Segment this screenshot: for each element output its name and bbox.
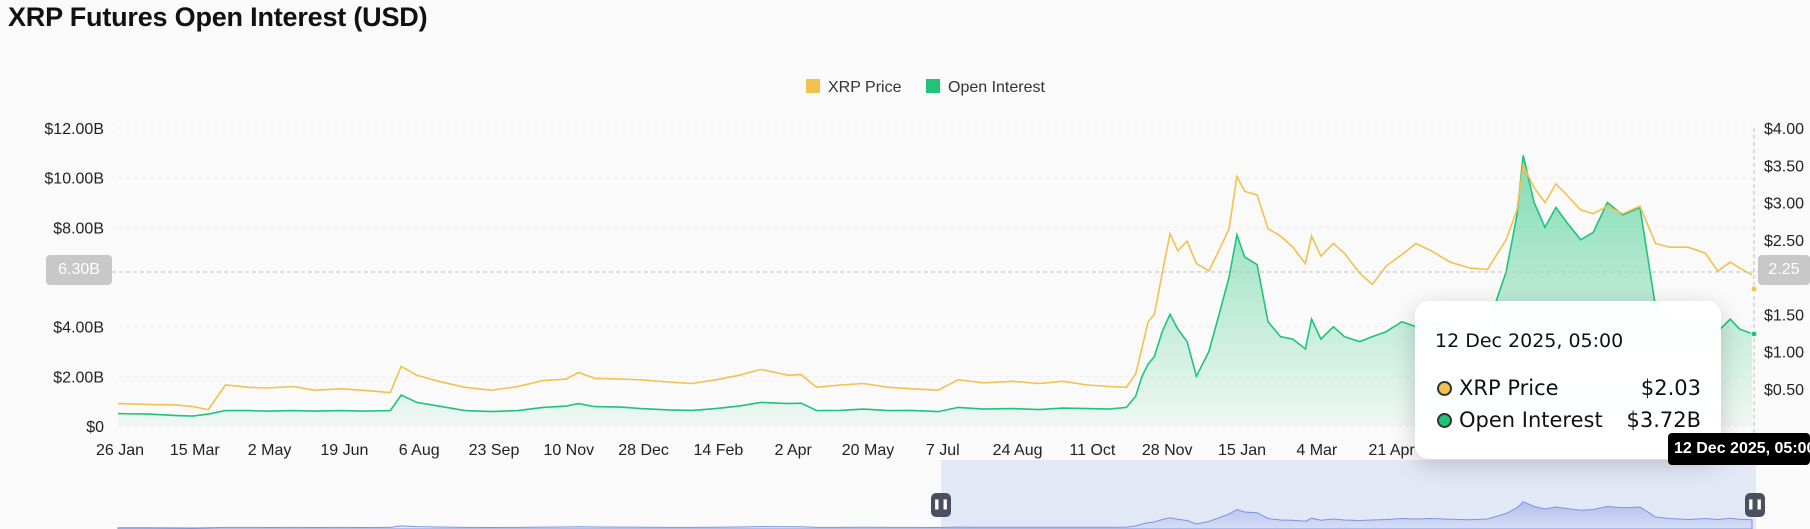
right-axis-tick-label: $3.50 [1764,158,1804,175]
right-axis-tick-label: $1.50 [1764,307,1804,324]
legend-swatch-xrp-price[interactable] [806,79,820,93]
left-axis-tick-label: $12.00B [44,121,104,138]
legend-label-open-interest[interactable]: Open Interest [948,79,1046,96]
x-axis-tick-label: 4 Mar [1296,442,1338,459]
x-axis-tick-label: 15 Mar [170,442,220,459]
navigator-handle-right-icon[interactable]: ❚❚ [1745,493,1765,517]
x-axis-tick-label: 7 Jul [926,442,960,459]
legend-label-xrp-price[interactable]: XRP Price [828,79,902,96]
left-axis-tick-label: $2.00B [53,369,104,386]
x-axis-tick-label: 2 Apr [775,442,813,459]
tooltip-date: 12 Dec 2025, 05:00 [1435,330,1624,352]
left-axis: $0 $2.00B $4.00B $8.00B $10.00B $12.00B [44,121,104,436]
x-axis-tick-label: 15 Jan [1218,442,1266,459]
right-axis-tick-label: $0.50 [1764,382,1804,399]
tooltip-value: $2.03 [1640,376,1701,400]
left-axis-tick-label: $10.00B [44,171,104,188]
crosshair-point-oi [1750,330,1758,338]
x-axis-tick-label: 21 Apr [1368,442,1415,459]
tooltip-label: Open Interest [1459,408,1603,432]
x-axis-tick-label: 23 Sep [469,442,520,459]
legend-swatch-open-interest[interactable] [926,79,940,93]
series-line-open-interest[interactable] [117,155,1753,417]
x-axis-tick-label: 19 Jun [320,442,368,459]
x-axis-tick-label: 10 Nov [543,442,594,459]
tooltip-dot-icon [1437,380,1452,396]
crosshair-left-value: 6.30B [46,255,112,285]
x-axis-tick-label: 20 May [842,442,894,459]
legend: XRP Price Open Interest [806,79,1046,96]
right-axis-tick-label: $3.00 [1764,196,1804,213]
tooltip: 12 Dec 2025, 05:00 XRP Price $2.03 Open … [1415,301,1721,459]
tooltip-label: XRP Price [1459,376,1559,400]
crosshair-right-value: 2.25 [1758,255,1810,285]
tooltip-value: $3.72B [1626,408,1701,432]
left-axis-tick-label: $8.00B [53,220,104,237]
tooltip-row-xrp-price: XRP Price $2.03 [1437,376,1701,400]
series-layer [117,155,1753,427]
x-axis-tick-label: 28 Nov [1142,442,1193,459]
navigator-handle-left-icon[interactable]: ❚❚ [931,493,951,517]
crosshair-point-price [1750,285,1758,293]
series-area-open-interest [118,155,1752,427]
series-line-xrp-price[interactable] [117,162,1753,411]
right-axis-tick-label: $2.50 [1764,233,1804,250]
right-axis-tick-label: $1.00 [1764,345,1804,362]
x-axis-tick-label: 11 Oct [1069,442,1116,459]
navigator-series [117,501,1753,529]
chart-title: XRP Futures Open Interest (USD) [8,2,428,32]
range-navigator[interactable] [117,460,1756,529]
tooltip-row-open-interest: Open Interest $3.72B [1437,408,1701,432]
tooltip-dot-icon [1437,412,1452,428]
right-axis-tick-label: $4.00 [1764,121,1804,138]
left-axis-tick-label: $4.00B [53,320,104,337]
right-axis: $0.50$1.00$1.50$2.00$2.50$3.00$3.50$4.00 [1764,121,1804,399]
crosshair-date-badge: 12 Dec 2025, 05:00 [1668,433,1810,465]
x-axis-tick-label: 14 Feb [693,442,743,459]
x-axis-tick-label: 6 Aug [399,442,440,459]
left-axis-tick-label: $0 [86,419,104,436]
x-axis-tick-label: 26 Jan [96,442,144,459]
x-axis-tick-label: 28 Dec [618,442,669,459]
x-axis-tick-label: 24 Aug [993,442,1043,459]
x-axis: 26 Jan 15 Mar 2 May 19 Jun 6 Aug 23 Sep 10 Nov… [96,442,1415,459]
x-axis-tick-label: 2 May [248,442,292,459]
